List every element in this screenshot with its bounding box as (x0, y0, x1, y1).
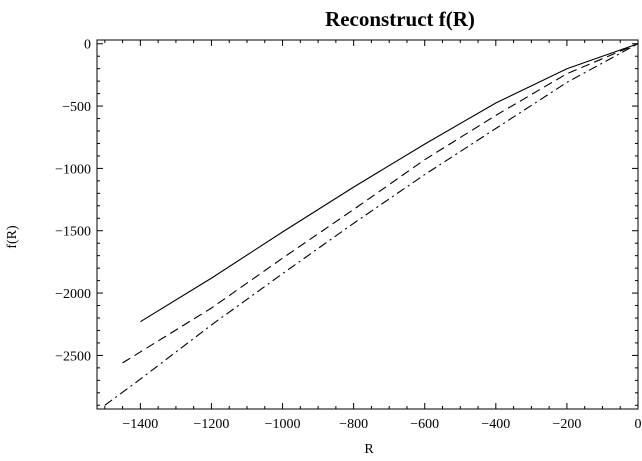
series-layer (104, 43, 639, 406)
x-tick-label: −200 (552, 417, 581, 432)
x-tick-label: 0 (635, 417, 642, 432)
x-tick-label: −600 (410, 417, 439, 432)
y-tick-label: 0 (84, 38, 91, 53)
chart-title: Reconstruct f(R) (325, 7, 475, 31)
y-tick-label: −1500 (55, 225, 91, 240)
x-tick-label: −1000 (265, 417, 301, 432)
x-tick-label: −1400 (122, 417, 158, 432)
y-axis: 0 −500 −1000 −1500 −2000 −2500 (55, 38, 638, 406)
series-line-solid (140, 43, 639, 323)
x-axis: −1400 −1200 −1000 −800 −600 −400 −200 0 (104, 40, 642, 432)
x-axis-label: R (364, 442, 374, 457)
x-tick-label: −800 (339, 417, 368, 432)
series-line-dashed (122, 43, 639, 364)
y-tick-label: −1000 (55, 162, 91, 177)
y-axis-label: f(R) (5, 225, 20, 249)
plot-frame (96, 39, 639, 410)
series-line-dashdot (104, 43, 639, 406)
y-tick-label: −500 (62, 100, 91, 115)
plot-border (96, 39, 639, 410)
x-tick-label: −400 (481, 417, 510, 432)
y-tick-label: −2000 (55, 287, 91, 302)
x-tick-label: −1200 (194, 417, 230, 432)
y-tick-label: −2500 (55, 349, 91, 364)
